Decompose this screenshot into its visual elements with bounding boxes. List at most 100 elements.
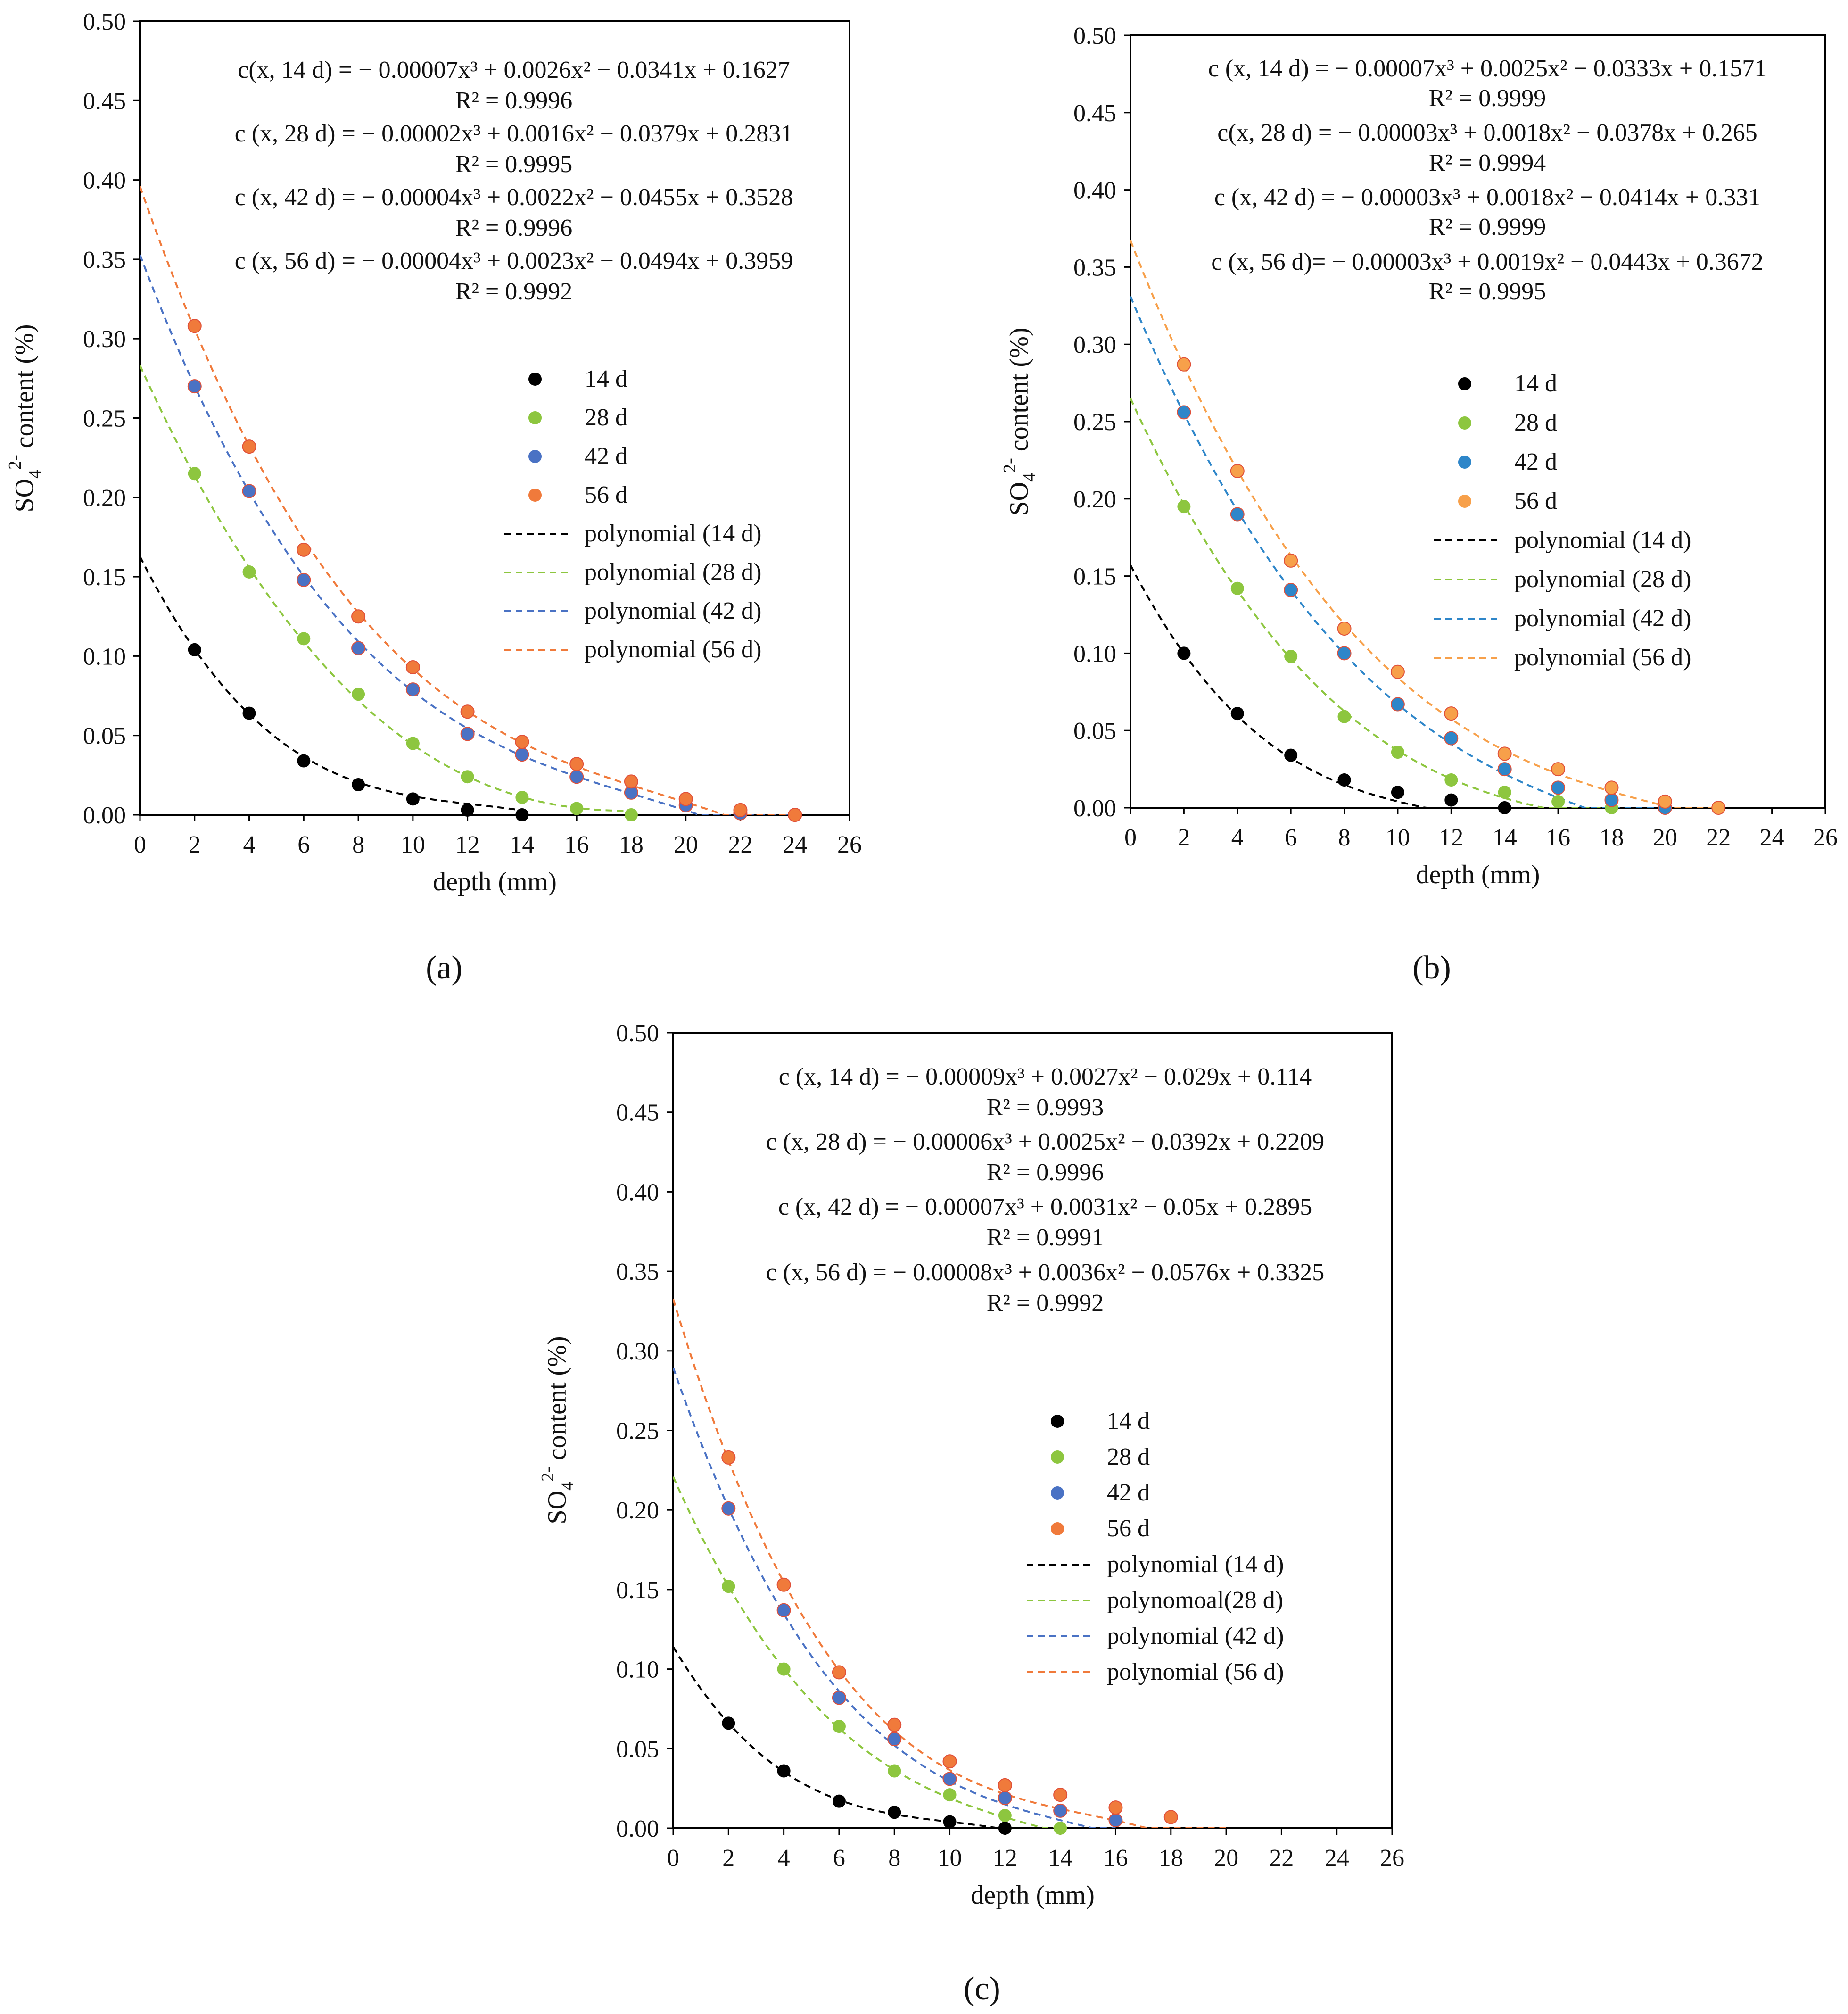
x-tick-label: 26 bbox=[837, 831, 862, 858]
x-tick-label: 0 bbox=[1124, 824, 1137, 851]
r2-56d: R² = 0.9992 bbox=[987, 1290, 1104, 1317]
equation-56d: c (x, 56 d) = − 0.00004x³ + 0.0023x² − 0… bbox=[235, 248, 793, 274]
data-point-14d bbox=[1230, 707, 1244, 721]
y-tick-label: 0.50 bbox=[616, 1020, 659, 1047]
y-tick-label: 0.30 bbox=[616, 1338, 659, 1365]
fit-curve-14d bbox=[1130, 564, 1505, 808]
legend-label: polynomoal(28 d) bbox=[1107, 1587, 1283, 1614]
data-point-56d bbox=[1497, 746, 1512, 761]
r2-42d: R² = 0.9999 bbox=[1429, 214, 1546, 240]
legend-label: 28 d bbox=[585, 404, 627, 431]
r2-42d: R² = 0.9991 bbox=[987, 1224, 1104, 1251]
x-tick-label: 22 bbox=[1269, 1845, 1294, 1872]
equation-14d: c (x, 14 d) = − 0.00007x³ + 0.0025x² − 0… bbox=[1208, 55, 1767, 82]
legend-label: polynomial (56 d) bbox=[585, 636, 762, 663]
legend-marker-14d bbox=[528, 373, 542, 386]
y-tick-label: 0.15 bbox=[83, 564, 126, 591]
legend-label: polynomial (28 d) bbox=[585, 559, 762, 586]
y-axis-label: SO42- content (%) bbox=[538, 1336, 578, 1524]
y-axis-label-superscript: 2- bbox=[538, 1467, 558, 1482]
data-point-28d bbox=[1284, 649, 1298, 663]
legend-label: polynomial (14 d) bbox=[1107, 1551, 1284, 1578]
y-tick-label: 0.00 bbox=[83, 802, 126, 829]
y-tick-label: 0.10 bbox=[1073, 640, 1116, 667]
legend-label: polynomial (42 d) bbox=[1514, 605, 1691, 632]
data-point-42d bbox=[1604, 793, 1619, 807]
data-point-42d bbox=[242, 484, 256, 498]
panel-c: (c) c (x, 14 d) = − 0.00009x³ + 0.0027x²… bbox=[538, 1020, 1404, 2007]
y-tick-label: 0.45 bbox=[83, 88, 126, 115]
data-point-28d bbox=[242, 565, 256, 579]
legend-label: 56 d bbox=[1107, 1515, 1150, 1542]
x-tick-label: 22 bbox=[728, 831, 752, 858]
data-point-42d bbox=[569, 770, 584, 784]
equation-56d: c (x, 56 d) = − 0.00008x³ + 0.0036x² − 0… bbox=[766, 1259, 1325, 1286]
data-point-56d bbox=[1444, 706, 1459, 721]
legend-label: 56 d bbox=[585, 481, 627, 508]
y-tick-label: 0.45 bbox=[616, 1100, 659, 1127]
data-point-56d bbox=[460, 704, 475, 719]
legend-label: polynomial (42 d) bbox=[585, 597, 762, 624]
fit-curve-42d bbox=[673, 1367, 1116, 1828]
y-axis-label-superscript: 2- bbox=[1000, 458, 1020, 473]
y-tick-label: 0.35 bbox=[1073, 254, 1116, 281]
x-tick-label: 8 bbox=[352, 831, 364, 858]
equation-42d: c (x, 42 d) = − 0.00004x³ + 0.0022x² − 0… bbox=[235, 184, 793, 211]
data-point-42d bbox=[998, 1790, 1012, 1805]
data-point-56d bbox=[1177, 357, 1191, 372]
y-tick-label: 0.35 bbox=[83, 247, 126, 274]
x-tick-label: 18 bbox=[1599, 824, 1624, 851]
y-axis-label-subscript: 4 bbox=[1020, 473, 1040, 482]
fit-curve-28d bbox=[1130, 398, 1612, 808]
data-point-28d bbox=[1498, 786, 1511, 799]
data-point-42d bbox=[297, 572, 311, 587]
x-tick-label: 2 bbox=[1178, 824, 1190, 851]
x-tick-label: 6 bbox=[1285, 824, 1297, 851]
x-tick-label: 10 bbox=[1386, 824, 1410, 851]
data-point-56d bbox=[187, 319, 202, 333]
legend-label: polynomial (14 d) bbox=[585, 520, 762, 547]
x-tick-label: 24 bbox=[783, 831, 807, 858]
equations-b: c (x, 14 d) = − 0.00007x³ + 0.0025x² − 0… bbox=[1208, 55, 1767, 305]
legend-label: 56 d bbox=[1514, 488, 1557, 514]
data-point-28d bbox=[1177, 500, 1191, 514]
fit-curve-14d bbox=[140, 556, 522, 812]
data-point-14d bbox=[943, 1815, 957, 1829]
x-tick-label: 16 bbox=[1546, 824, 1570, 851]
x-tick-label: 26 bbox=[1380, 1845, 1404, 1872]
data-point-14d bbox=[832, 1794, 846, 1808]
y-axis-label-suffix: content (%) bbox=[543, 1336, 572, 1467]
legend-label: 28 d bbox=[1107, 1443, 1150, 1470]
x-tick-label: 12 bbox=[1439, 824, 1463, 851]
y-tick-label: 0.25 bbox=[1073, 409, 1116, 436]
data-point-14d bbox=[1444, 793, 1458, 807]
data-point-42d bbox=[351, 641, 366, 655]
data-point-14d bbox=[777, 1764, 791, 1778]
data-point-56d bbox=[788, 808, 802, 822]
data-point-14d bbox=[352, 778, 365, 792]
data-point-56d bbox=[297, 542, 311, 557]
data-point-28d bbox=[1054, 1822, 1067, 1835]
legend-marker-28d bbox=[528, 411, 542, 424]
x-tick-label: 24 bbox=[1760, 824, 1784, 851]
x-tick-label: 20 bbox=[1214, 1845, 1238, 1872]
x-tick-label: 12 bbox=[455, 831, 480, 858]
r2-14d: R² = 0.9999 bbox=[1429, 85, 1546, 112]
data-point-14d bbox=[297, 754, 311, 768]
data-point-28d bbox=[832, 1720, 846, 1733]
x-tick-label: 0 bbox=[134, 831, 146, 858]
equations-c: c (x, 14 d) = − 0.00009x³ + 0.0027x² − 0… bbox=[766, 1063, 1325, 1317]
fit-curve-28d bbox=[673, 1476, 1061, 1828]
data-point-56d bbox=[832, 1665, 846, 1680]
data-point-28d bbox=[1444, 773, 1458, 787]
data-point-14d bbox=[461, 803, 474, 817]
data-point-14d bbox=[1498, 801, 1511, 814]
y-axis-label-superscript: 2- bbox=[5, 455, 25, 470]
data-point-28d bbox=[406, 737, 420, 750]
panel-b: (b) c (x, 14 d) = − 0.00007x³ + 0.0025x²… bbox=[1000, 23, 1838, 986]
data-point-42d bbox=[187, 379, 202, 394]
data-point-14d bbox=[722, 1716, 735, 1730]
data-point-28d bbox=[722, 1580, 735, 1593]
data-point-28d bbox=[461, 770, 474, 784]
data-point-42d bbox=[887, 1732, 902, 1747]
